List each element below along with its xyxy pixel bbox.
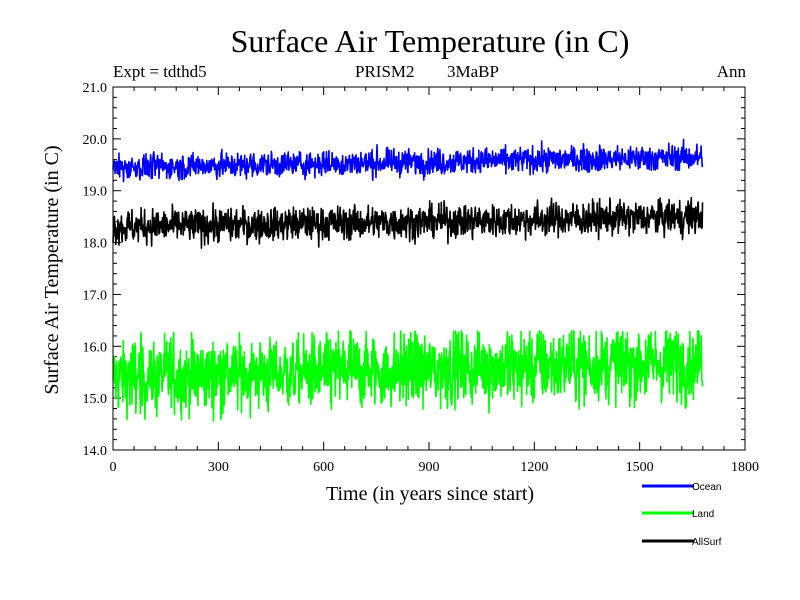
legend-label-ocean: Ocean	[692, 482, 721, 493]
x-tick-label: 300	[208, 460, 229, 475]
season-label: Ann	[717, 62, 747, 81]
x-tick-labels: 0 300 600 900 1200 1500 1800	[110, 460, 760, 475]
y-tick-label: 21.0	[83, 81, 108, 96]
x-tick-label: 1500	[626, 460, 654, 475]
x-tick-label: 1200	[520, 460, 548, 475]
x-axis-label: Time (in years since start)	[326, 483, 534, 505]
y-tick-label: 20.0	[83, 133, 108, 148]
chart-title: Surface Air Temperature (in C)	[231, 23, 630, 59]
plot-frame	[112, 86, 746, 451]
legend-label-allsurf: AllSurf	[692, 537, 722, 548]
y-tick-label: 14.0	[83, 444, 108, 459]
x-tick-label: 1800	[731, 460, 759, 475]
series-line-allsurf	[112, 196, 704, 249]
y-tick-label: 15.0	[83, 392, 108, 407]
y-tick-label: 16.0	[83, 340, 108, 355]
legend-label-land: Land	[692, 509, 714, 520]
y-axis-label: Surface Air Temperature (in C)	[41, 145, 63, 394]
legend: Ocean Land AllSurf	[642, 482, 722, 548]
x-tick-label: 600	[313, 460, 334, 475]
experiment-label: Expt = tdthd5	[113, 62, 207, 81]
y-tick-label: 17.0	[83, 288, 108, 303]
series-line-ocean	[112, 138, 704, 183]
config-label: PRISM2	[355, 62, 415, 81]
x-tick-label: 900	[419, 460, 440, 475]
y-tick-label: 18.0	[83, 237, 108, 252]
x-tick-label: 0	[110, 460, 117, 475]
y-tick-labels: 14.0 15.0 16.0 17.0 18.0 19.0 20.0 21.0	[83, 81, 108, 459]
period-label: 3MaBP	[447, 62, 499, 81]
y-tick-label: 19.0	[83, 185, 108, 200]
series-lines	[112, 138, 704, 422]
axis-ticks	[112, 86, 746, 451]
series-line-land	[112, 329, 704, 422]
